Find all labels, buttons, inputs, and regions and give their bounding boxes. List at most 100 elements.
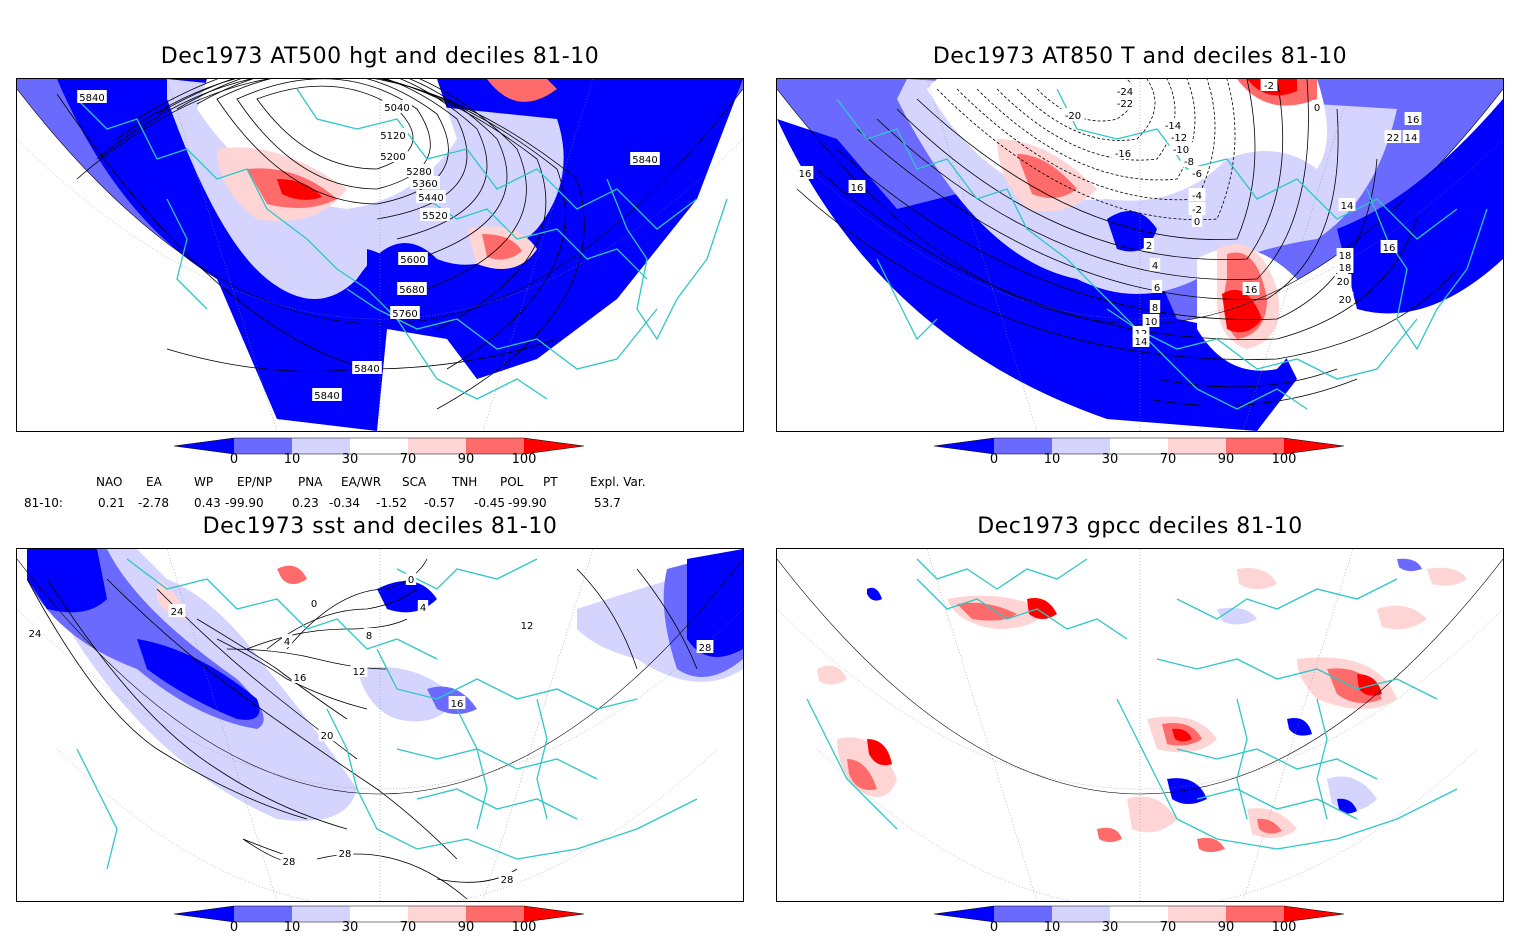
svg-text:5680: 5680	[399, 285, 424, 296]
contour-label: 20	[318, 728, 336, 742]
svg-text:-2: -2	[1192, 205, 1202, 216]
contour-label: -6	[1188, 166, 1206, 180]
svg-text:-24: -24	[1117, 87, 1133, 98]
panel3-colorbar: 0 10 30 70 90 100	[174, 904, 584, 944]
contour-label: -10	[1169, 142, 1193, 156]
svg-text:-12: -12	[1171, 133, 1187, 144]
svg-text:5840: 5840	[354, 364, 379, 375]
index-value-pna: 0.23	[292, 496, 319, 510]
svg-text:22: 22	[1387, 133, 1400, 144]
colorbar-tick: 70	[1159, 920, 1177, 935]
colorbar-tick: 100	[1271, 452, 1297, 467]
index-value-nao: 0.21	[98, 496, 125, 510]
contour-label: 16	[796, 166, 814, 180]
svg-text:28: 28	[339, 849, 352, 860]
index-header-ea: EA	[146, 475, 162, 489]
colorbar-tick: 100	[511, 452, 537, 467]
colorbar-tick: 70	[399, 452, 417, 467]
contour-label: 24	[26, 626, 44, 640]
contour-label: 5360	[410, 176, 440, 190]
svg-text:14: 14	[1341, 201, 1354, 212]
colorbar-tick: 10	[1043, 452, 1061, 467]
svg-text:0: 0	[1194, 217, 1200, 228]
svg-text:12: 12	[353, 667, 366, 678]
colorbar-tick: 0	[229, 920, 239, 935]
panel3-title: Dec1973 sst and deciles 81-10	[202, 514, 558, 539]
contour-label: 5120	[378, 128, 408, 142]
contour-label: 28	[498, 872, 516, 886]
colorbar-tick: 90	[457, 920, 475, 935]
contour-label: 28	[696, 640, 714, 654]
svg-text:20: 20	[1339, 295, 1352, 306]
svg-text:-2: -2	[1264, 81, 1274, 92]
index-header-tnh: TNH	[452, 475, 478, 489]
contour-label: 10	[1142, 314, 1160, 328]
svg-text:28: 28	[283, 857, 296, 868]
svg-text:16: 16	[451, 699, 464, 710]
panel1-title: Dec1973 AT500 hgt and deciles 81-10	[160, 44, 600, 69]
index-value-sca: -1.52	[376, 496, 408, 510]
panel4-map	[776, 548, 1504, 902]
index-header-nao: NAO	[96, 475, 123, 489]
index-value-wp: 0.43	[194, 496, 221, 510]
contour-label: 16	[1380, 240, 1398, 254]
svg-text:5120: 5120	[380, 131, 405, 142]
index-header-explvar: Expl. Var.	[590, 475, 646, 489]
contour-label: -22	[1113, 96, 1137, 110]
colorbar-tick: 70	[399, 920, 417, 935]
svg-text:5440: 5440	[418, 193, 443, 204]
panel1-map: 5840 5040 5120 5200 5280 5360 5440 5520 5600 5680…	[16, 78, 744, 432]
svg-text:5200: 5200	[380, 152, 405, 163]
contour-label: 20	[1334, 274, 1352, 288]
contour-label: 0	[1191, 214, 1203, 228]
panel3-map: 0 4 8 12 16 20 24 24 28 28 28 28 0 4 16 12	[16, 548, 744, 902]
index-header-eawr: EA/WR	[341, 475, 382, 489]
svg-text:-8: -8	[1184, 157, 1194, 168]
contour-label: 0	[308, 596, 320, 610]
svg-text:4: 4	[1152, 261, 1158, 272]
index-value-pol: -0.45	[474, 496, 506, 510]
contour-label: 16	[1242, 282, 1260, 296]
svg-text:-4: -4	[1192, 191, 1202, 202]
colorbar-tick: 100	[1271, 920, 1297, 935]
contour-label: 12	[518, 618, 536, 632]
contour-label: -12	[1167, 130, 1191, 144]
contour-label: 16	[291, 670, 309, 684]
colorbar-tick: 10	[283, 920, 301, 935]
index-value-epnp: -99.90	[225, 496, 264, 510]
svg-text:-10: -10	[1173, 145, 1189, 156]
index-value-ea: -2.78	[138, 496, 170, 510]
svg-text:16: 16	[294, 673, 307, 684]
svg-text:5760: 5760	[392, 309, 417, 320]
contour-label: 16	[448, 696, 466, 710]
svg-text:5040: 5040	[384, 103, 409, 114]
contour-label: -20	[1061, 108, 1085, 122]
contour-label: 20	[1336, 292, 1354, 306]
index-value-explvar: 53.7	[594, 496, 621, 510]
svg-text:5520: 5520	[422, 211, 447, 222]
panel1-colorbar: 0 10 30 70 90 100	[174, 436, 584, 476]
svg-text:8: 8	[1152, 303, 1158, 314]
svg-text:5360: 5360	[412, 179, 437, 190]
contour-label: 28	[280, 854, 298, 868]
index-header-wp: WP	[194, 475, 214, 489]
svg-text:5280: 5280	[406, 167, 431, 178]
svg-text:-16: -16	[1115, 149, 1131, 160]
svg-text:-14: -14	[1165, 121, 1181, 132]
index-header-pol: POL	[500, 475, 524, 489]
contour-label: 8	[1149, 300, 1161, 314]
svg-text:4: 4	[420, 603, 426, 614]
svg-text:14: 14	[1135, 337, 1148, 348]
contour-label: 12	[350, 664, 368, 678]
contour-label: 4	[281, 634, 293, 648]
colorbar-tick: 70	[1159, 452, 1177, 467]
colorbar-tick: 90	[1217, 920, 1235, 935]
svg-text:16: 16	[851, 183, 864, 194]
colorbar-tick: 0	[989, 920, 999, 935]
svg-text:16: 16	[1407, 115, 1420, 126]
panel2-title: Dec1973 AT850 T and deciles 81-10	[932, 44, 1348, 69]
contour-label: 4	[1149, 258, 1161, 272]
contour-label: -14	[1161, 118, 1185, 132]
svg-text:14: 14	[1405, 133, 1418, 144]
index-header-pna: PNA	[298, 475, 323, 489]
